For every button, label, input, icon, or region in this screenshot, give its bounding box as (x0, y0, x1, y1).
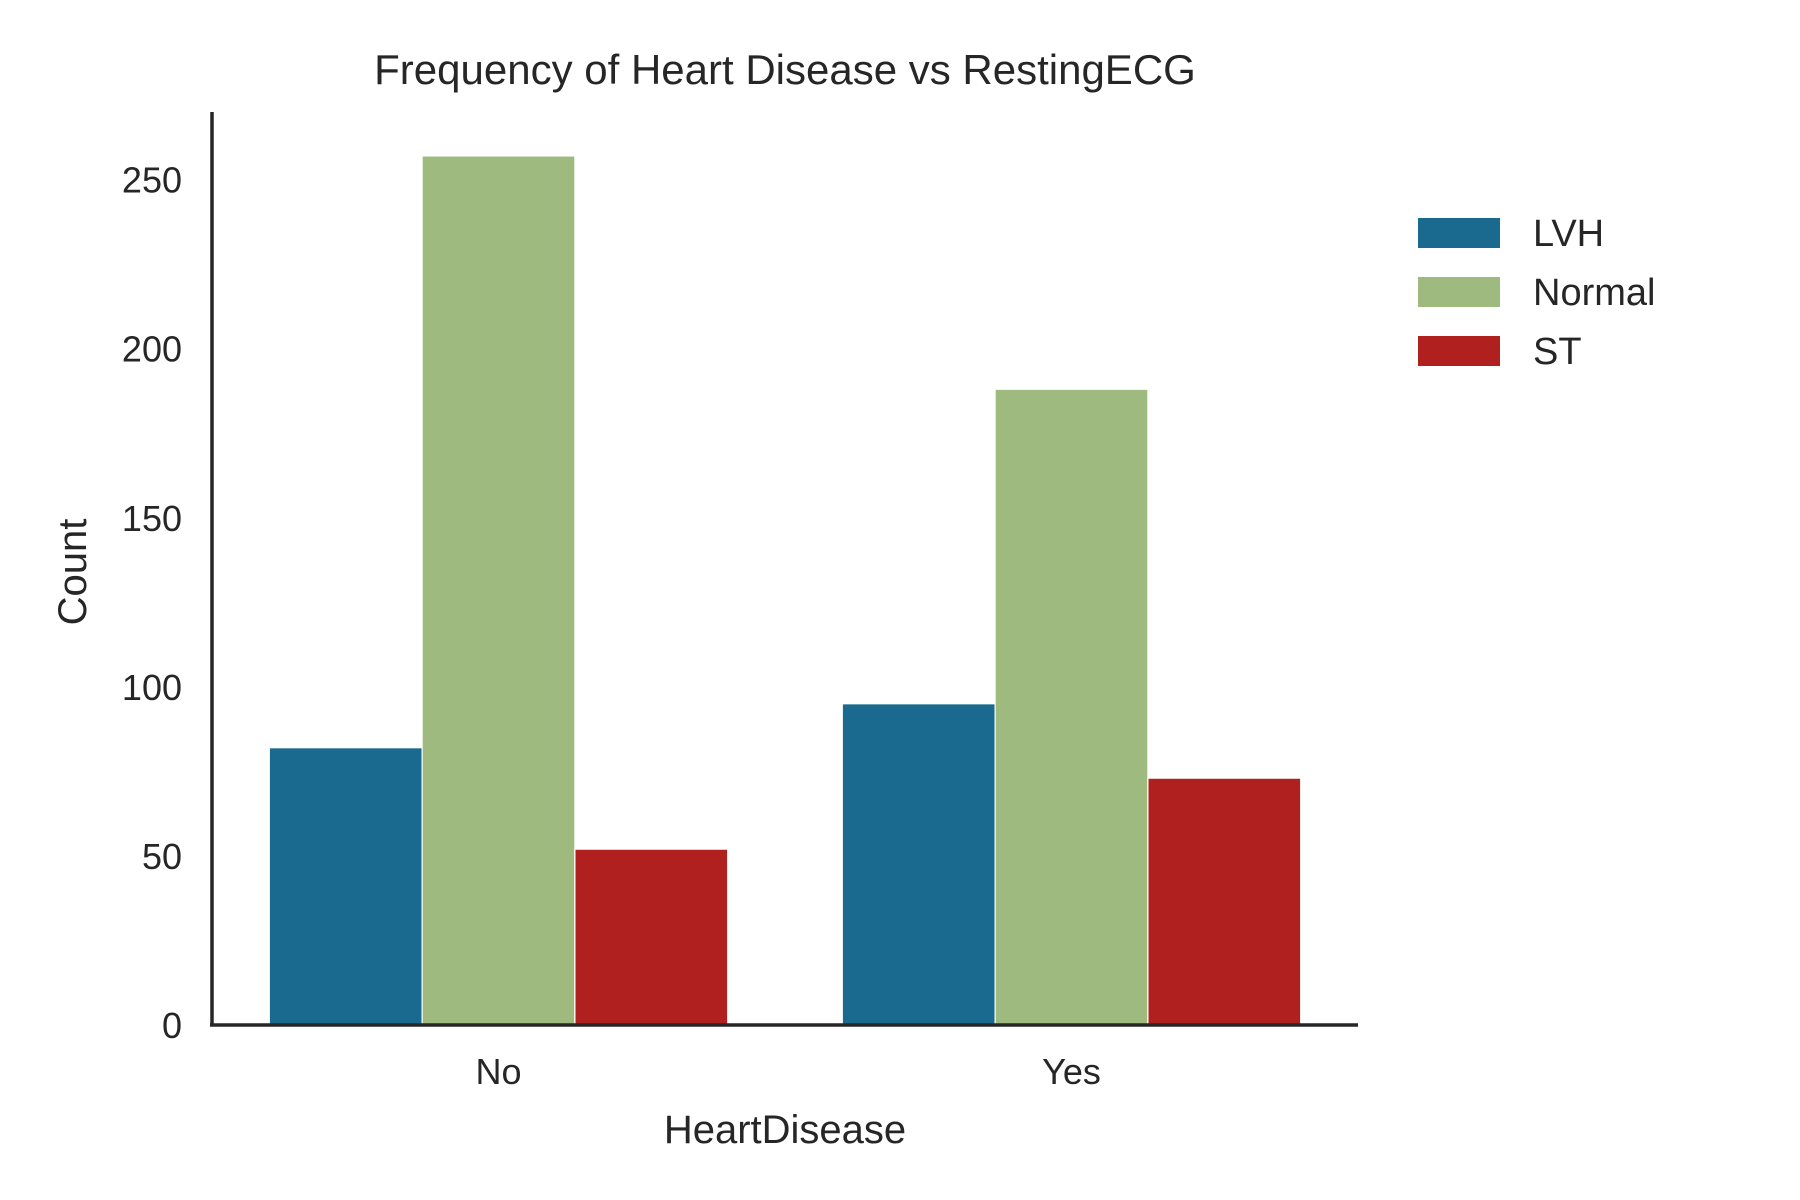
legend: LVH Normal ST (1418, 213, 1655, 373)
x-tick-label: No (475, 1051, 521, 1092)
legend-label-lvh: LVH (1533, 213, 1604, 255)
y-axis-label: Count (51, 519, 95, 626)
y-tick-label: 0 (162, 1005, 182, 1046)
x-tick-label: Yes (1042, 1051, 1101, 1092)
bar-no-normal (421, 155, 576, 1026)
bar-no-lvh (268, 747, 423, 1026)
x-axis-label: HeartDisease (664, 1108, 906, 1152)
bar-yes-st (1147, 777, 1302, 1026)
bars-layer (268, 155, 1302, 1026)
bar-yes-lvh (841, 703, 996, 1026)
bar-yes-normal (994, 388, 1149, 1026)
y-tick-label: 250 (122, 160, 182, 201)
y-tick-label: 200 (122, 329, 182, 370)
y-tick-label: 100 (122, 667, 182, 708)
legend-swatch-st (1418, 336, 1500, 366)
y-tick-label: 50 (142, 836, 182, 877)
legend-label-st: ST (1533, 331, 1582, 373)
legend-label-normal: Normal (1533, 272, 1655, 314)
bar-no-st (574, 848, 729, 1026)
y-tick-label: 150 (122, 498, 182, 539)
chart-title: Frequency of Heart Disease vs RestingECG (374, 46, 1196, 93)
y-ticks-layer: 0 50 100 150 200 250 (122, 160, 182, 1046)
x-ticks-layer: No Yes (475, 1051, 1100, 1092)
legend-swatch-normal (1418, 277, 1500, 307)
legend-swatch-lvh (1418, 218, 1500, 248)
